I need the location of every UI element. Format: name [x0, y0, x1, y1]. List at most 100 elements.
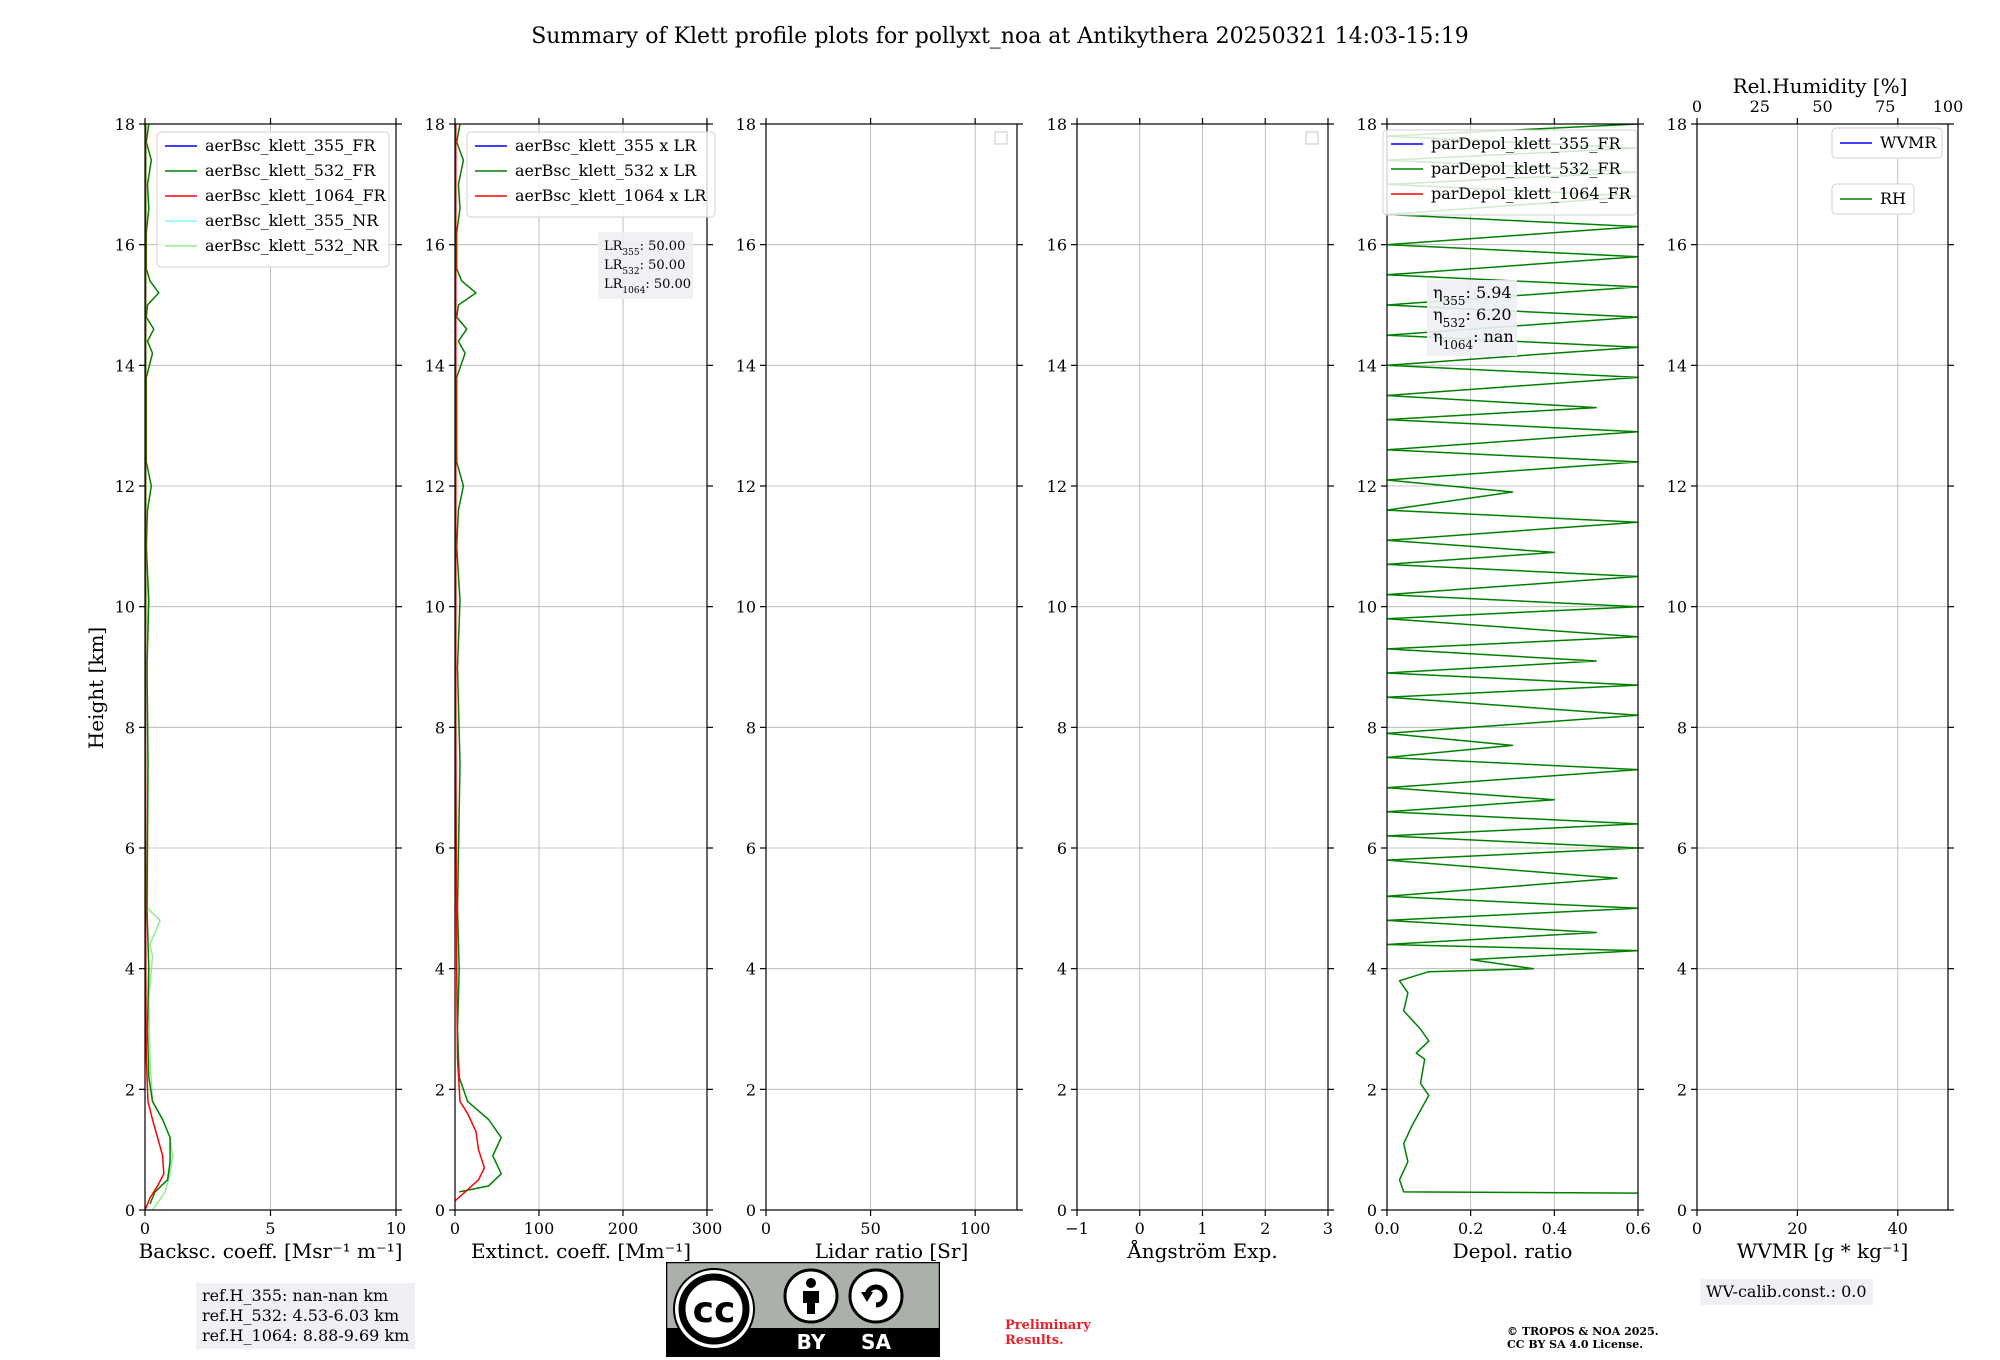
ytick-label-6: 6	[746, 839, 756, 858]
ytick-label-10: 10	[736, 598, 756, 617]
ytick-label-2: 2	[746, 1080, 756, 1099]
ytick-label-2: 2	[1367, 1080, 1377, 1099]
series-pardepol-klett-532-fr	[1387, 124, 1638, 1194]
ref-height-355: ref.H_355: nan-nan km	[202, 1286, 389, 1305]
ytick-label-18: 18	[736, 115, 756, 134]
legend-extinction: aerBsc_klett_355 x LR aerBsc_klett_532 x …	[466, 131, 716, 218]
ytick-label-14: 14	[1667, 356, 1687, 375]
ytick-label-16: 16	[736, 236, 756, 255]
legend-backscatter: aerBsc_klett_355_FR aerBsc_klett_532_FRae…	[156, 131, 390, 268]
rh-tick-label-50: 50	[1812, 97, 1832, 116]
legend-wvmr-frame	[1831, 127, 1943, 159]
annotation-line-extinction-0: LR355: 50.00	[604, 239, 685, 258]
xtick-label-40: 40	[1888, 1219, 1908, 1238]
ytick-label-14: 14	[425, 356, 445, 375]
xtick-label-100: 100	[524, 1219, 555, 1238]
by-label: BY	[797, 1330, 826, 1354]
ytick-label-2: 2	[1677, 1080, 1687, 1099]
ytick-label-10: 10	[1357, 598, 1377, 617]
ytick-label-16: 16	[1047, 236, 1067, 255]
preliminary-results-note: Preliminary Results.	[1005, 1318, 1091, 1348]
xtick-label-0: 0	[761, 1219, 771, 1238]
ytick-label-4: 4	[1057, 960, 1067, 979]
xtick-label-0: 0	[1692, 1219, 1702, 1238]
panel-series	[145, 124, 174, 1210]
empty-legend-lidar_ratio	[994, 131, 1008, 145]
copyright-line-1: © TROPOS & NOA 2025.	[1507, 1325, 1659, 1338]
ref-height-1064: ref.H_1064: 8.88-9.69 km	[202, 1326, 410, 1345]
ytick-label-6: 6	[1057, 839, 1067, 858]
legend-label-pardepol-klett-532-fr: parDepol_klett_532_FR	[1431, 159, 1622, 178]
ytick-label-8: 8	[746, 718, 756, 737]
sa-icon-ring	[848, 1268, 904, 1324]
legend-label-aerbsc-klett-1064-fr: aerBsc_klett_1064_FR	[205, 186, 387, 205]
ytick-label-16: 16	[1667, 236, 1687, 255]
x-axis-label-extinction: Extinct. coeff. [Mm⁻¹]	[471, 1239, 691, 1263]
xtick-label-10: 10	[386, 1219, 406, 1238]
ytick-label-18: 18	[1667, 115, 1687, 134]
axes-frame	[1386, 123, 1639, 1211]
wv-calibration-box: WV-calib.const.: 0.0	[1700, 1279, 1873, 1305]
series-aerbsc-klett-532-fr	[145, 124, 171, 1205]
ytick-label-4: 4	[746, 960, 756, 979]
ytick-label-12: 12	[115, 477, 135, 496]
ytick-label-0: 0	[1367, 1201, 1377, 1220]
ytick-label-6: 6	[1367, 839, 1377, 858]
ytick-label-0: 0	[746, 1201, 756, 1220]
ytick-label-0: 0	[435, 1201, 445, 1220]
sa-label: SA	[861, 1330, 891, 1354]
x-axis-label-backscatter: Backsc. coeff. [Msr⁻¹ m⁻¹]	[139, 1239, 403, 1263]
xtick-label-100: 100	[960, 1219, 991, 1238]
xtick-label-3: 3	[1323, 1219, 1333, 1238]
xtick-label-0-2: 0.2	[1458, 1219, 1483, 1238]
ytick-label-2: 2	[1057, 1080, 1067, 1099]
annotation-line-extinction-2: LR1064: 50.00	[604, 277, 691, 296]
ytick-label-14: 14	[1047, 356, 1067, 375]
preliminary-line-2: Results.	[1005, 1333, 1064, 1348]
ytick-label-14: 14	[736, 356, 756, 375]
axes-frame	[1696, 123, 1949, 1211]
series-aerbsc-klett-532-x-lr	[455, 124, 502, 1193]
rh-tick-label-75: 75	[1875, 97, 1895, 116]
xtick-label-0: 0	[140, 1219, 150, 1238]
ytick-label-12: 12	[736, 477, 756, 496]
ytick-label-4: 4	[1677, 960, 1687, 979]
xtick-label-0: 0	[450, 1219, 460, 1238]
legend-label-pardepol-klett-355-fr: parDepol_klett_355_FR	[1431, 134, 1622, 153]
by-icon-head	[806, 1278, 816, 1288]
legend-wvmr: WVMR	[1831, 127, 1943, 159]
figure-title: Summary of Klett profile plots for polly…	[531, 24, 1469, 49]
annotation-line-extinction-1: LR532: 50.00	[604, 258, 685, 277]
legend-label-aerbsc-klett-532-fr: aerBsc_klett_532_FR	[205, 161, 376, 180]
copyright-line-2: CC BY SA 4.0 License.	[1507, 1338, 1644, 1351]
ytick-label-14: 14	[115, 356, 135, 375]
axes-frame	[765, 123, 1018, 1211]
x-axis-label-angstrom: Ångström Exp.	[1126, 1238, 1277, 1263]
legend-label-wvmr: WVMR	[1880, 133, 1937, 152]
xtick-label-50: 50	[860, 1219, 880, 1238]
legend-label-aerbsc-klett-532-nr: aerBsc_klett_532_NR	[205, 236, 379, 255]
ytick-label-12: 12	[1667, 477, 1687, 496]
annotation-line-depolarization-1: η532: 6.20	[1433, 305, 1512, 330]
sa-icon-arrowhead	[861, 1292, 873, 1302]
legend-label-aerbsc-klett-532-x-lr: aerBsc_klett_532 x LR	[515, 161, 697, 180]
x-axis-label-lidar_ratio: Lidar ratio [Sr]	[815, 1239, 969, 1263]
sa-icon-arrow	[864, 1284, 888, 1308]
ytick-label-8: 8	[1677, 718, 1687, 737]
xtick-label-5: 5	[265, 1219, 275, 1238]
legend-extinction-frame	[466, 131, 716, 218]
series-aerbsc-klett-1064-x-lr	[455, 124, 486, 1202]
ytick-label-8: 8	[125, 718, 135, 737]
ytick-label-6: 6	[1677, 839, 1687, 858]
ytick-label-2: 2	[435, 1080, 445, 1099]
ytick-label-12: 12	[1357, 477, 1377, 496]
ytick-label-10: 10	[425, 598, 445, 617]
legend-label-aerbsc-klett-355-nr: aerBsc_klett_355_NR	[205, 211, 379, 230]
